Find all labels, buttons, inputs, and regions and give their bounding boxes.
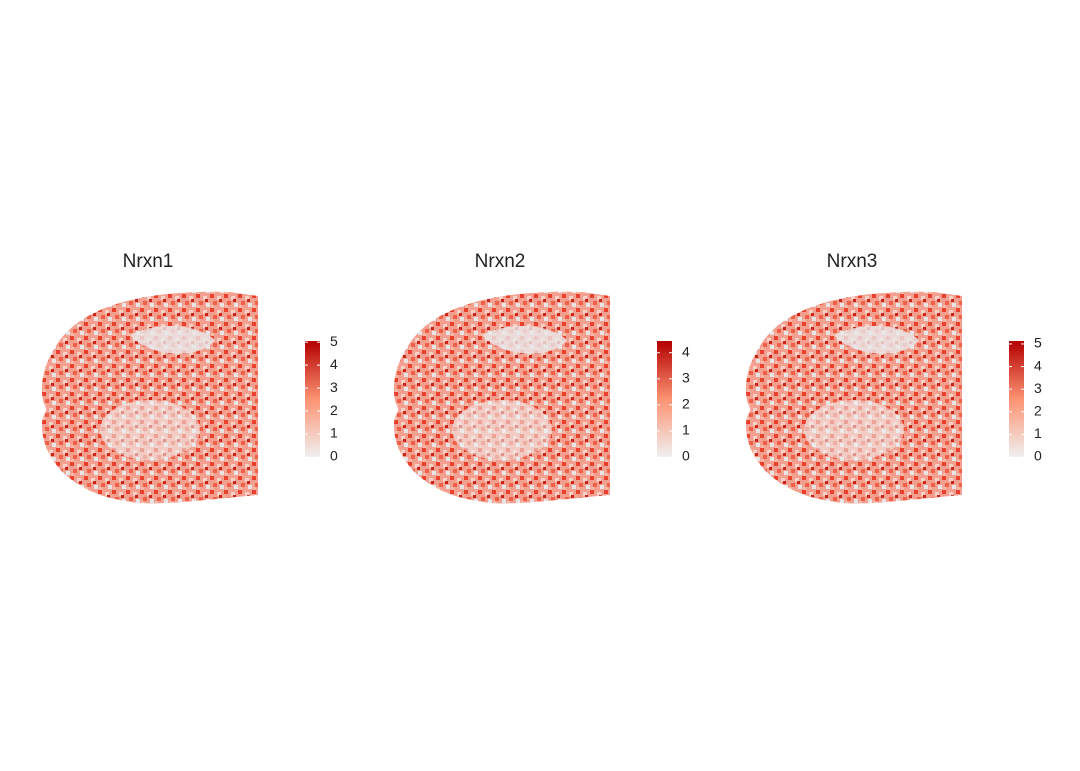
panel-title: Nrxn1 (123, 251, 174, 272)
colorbar-tick-label: 0 (330, 448, 338, 464)
tissue-low-region (482, 325, 567, 354)
colorbar-tick-label: 4 (682, 343, 690, 359)
colorbar-tick-label: 1 (330, 425, 338, 441)
colorbar-tick-label: 5 (330, 333, 338, 349)
colorbar-tick-label: 3 (1034, 380, 1042, 396)
panel: Nrxn3 0 1 2 3 4 5 (745, 251, 1042, 504)
panel: Nrxn2 0 1 2 3 4 (393, 251, 690, 504)
tissue (745, 291, 962, 504)
panel: Nrxn1 0 1 2 3 4 5 (41, 251, 338, 504)
tissue (393, 291, 610, 504)
colorbar (305, 341, 320, 457)
panel-title: Nrxn3 (827, 251, 878, 272)
tissue-low-region (130, 325, 215, 354)
colorbar-tick-label: 1 (1034, 425, 1042, 441)
panels: Nrxn1 0 1 2 3 4 5 Nrxn2 0 1 2 3 4 Nrxn3 0 1 2 3 4 5 (41, 251, 1042, 504)
colorbar-tick-label: 4 (330, 356, 338, 372)
colorbar-tick-label: 3 (330, 379, 338, 395)
colorbar-tick-label: 5 (1034, 335, 1042, 351)
tissue-low-region (804, 400, 904, 460)
colorbar (657, 341, 672, 457)
tissue-low-region (834, 325, 919, 354)
tissue (41, 291, 258, 504)
colorbar-tick-label: 3 (682, 370, 690, 386)
panel-title: Nrxn2 (475, 251, 526, 272)
colorbar-tick-label: 0 (682, 448, 690, 464)
colorbar-tick-label: 1 (682, 422, 690, 438)
colorbar-tick-label: 2 (682, 396, 690, 412)
colorbar-tick-label: 4 (1034, 357, 1042, 373)
colorbar (1009, 341, 1024, 457)
colorbar-tick-label: 2 (1034, 402, 1042, 418)
tissue-low-region (452, 400, 552, 460)
colorbar-tick-label: 2 (330, 402, 338, 418)
colorbar-tick-label: 0 (1034, 448, 1042, 464)
tissue-low-region (100, 400, 200, 460)
